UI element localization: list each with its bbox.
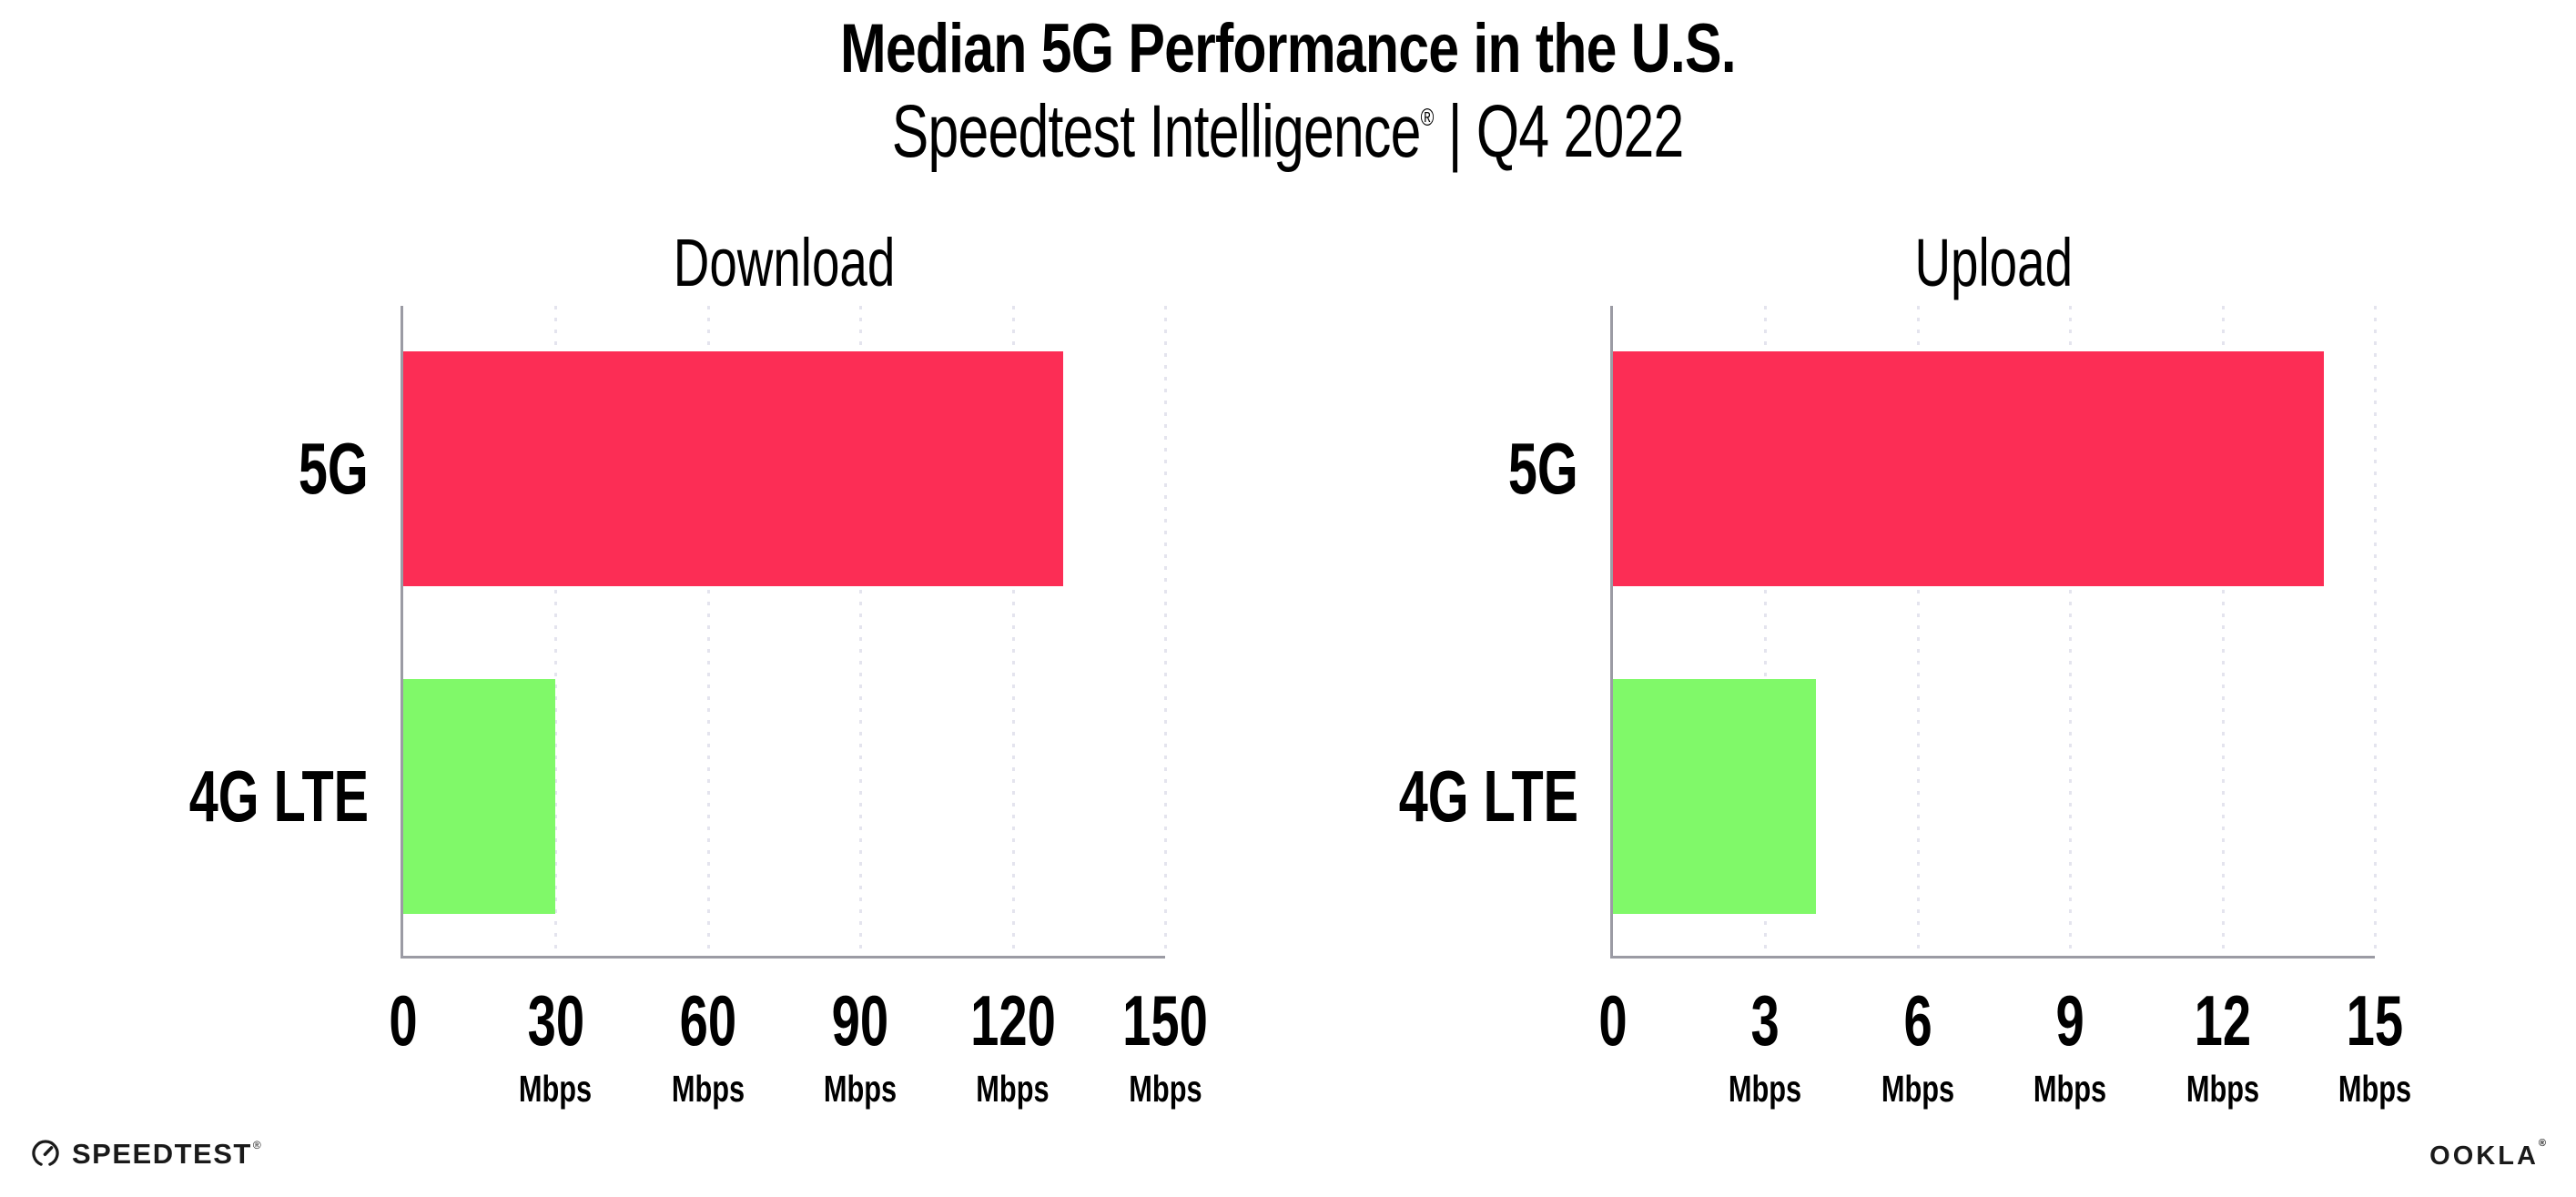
x-tick-120: 120 Mbps	[954, 985, 1072, 1108]
x-tick-9: 9 Mbps	[2022, 985, 2119, 1108]
gridline-9	[2069, 306, 2073, 956]
x-tick-value: 15	[2346, 980, 2404, 1060]
registered-mark: ®	[1420, 103, 1435, 131]
plot-area	[401, 306, 1167, 959]
gridline-120	[1011, 306, 1015, 956]
gridline-150	[1164, 306, 1167, 956]
x-tick-value: 120	[969, 980, 1056, 1060]
chart-title-text: Upload	[1914, 225, 2074, 300]
x-tick-value: 12	[2194, 980, 2251, 1060]
x-tick-unit: Mbps	[1881, 1068, 1954, 1110]
ookla-wordmark: OOKLA	[2429, 1141, 2539, 1171]
download-chart: Download 0 30 Mbps 60 Mbps 90 Mbps 120 Mbps 150 Mb…	[189, 0, 1208, 1197]
gridline-60	[706, 306, 710, 956]
subtitle-period: | Q4 2022	[1433, 90, 1684, 173]
x-tick-value: 6	[1903, 980, 1932, 1060]
x-tick-0: 0	[383, 985, 422, 1056]
speedtest-gauge-icon	[32, 1140, 59, 1166]
x-tick-unit: Mbps	[1729, 1068, 1802, 1110]
category-label-5g: 5G	[1481, 432, 1578, 505]
category-label-text: 5G	[1508, 428, 1578, 509]
x-tick-150: 150 Mbps	[1106, 985, 1224, 1108]
x-tick-value: 90	[831, 980, 889, 1060]
plot-area	[1610, 306, 2377, 959]
x-axis-ticks: 0 3 Mbps 6 Mbps 9 Mbps 12 Mbps 15 Mbps	[1598, 985, 2411, 1131]
x-tick-unit: Mbps	[976, 1068, 1050, 1110]
x-tick-0: 0	[1593, 985, 1632, 1056]
subtitle-brand: Speedtest Intelligence	[892, 90, 1422, 173]
x-tick-12: 12 Mbps	[2174, 985, 2271, 1108]
speedtest-wordmark: SPEEDTEST	[72, 1137, 252, 1170]
bar-4g-lte	[403, 679, 556, 914]
x-tick-15: 15 Mbps	[2326, 985, 2423, 1108]
gridline-30	[554, 306, 558, 956]
x-tick-unit: Mbps	[671, 1068, 745, 1110]
x-tick-value: 150	[1122, 980, 1208, 1060]
x-tick-value: 9	[2055, 980, 2084, 1060]
x-tick-value: 60	[679, 980, 737, 1060]
x-tick-6: 6 Mbps	[1869, 985, 1966, 1108]
page-subtitle: Speedtest Intelligence® | Q4 2022	[0, 90, 2576, 173]
chart-title-text: Download	[673, 225, 896, 300]
bar-5g	[403, 351, 1064, 586]
page-title: Median 5G Performance in the U.S.	[0, 11, 2576, 87]
registered-mark: ®	[252, 1139, 261, 1151]
gridline-90	[859, 306, 863, 956]
gridline-15	[2374, 306, 2377, 956]
chart-title: Download	[403, 225, 1165, 300]
x-tick-unit: Mbps	[2186, 1068, 2259, 1110]
x-axis-ticks: 0 30 Mbps 60 Mbps 90 Mbps 120 Mbps 150 Mbps	[389, 985, 1207, 1131]
x-tick-value: 30	[527, 980, 584, 1060]
category-label-4g-lte: 4G LTE	[119, 760, 369, 833]
upload-chart: Upload 0 3 Mbps 6 Mbps 9 Mbps 12 Mbps 15 Mbps 5G 4G…	[1399, 0, 2412, 1197]
x-tick-unit: Mbps	[1128, 1068, 1202, 1110]
bar-5g	[1613, 351, 2325, 586]
category-label-text: 5G	[299, 428, 369, 509]
x-tick-30: 30 Mbps	[507, 985, 604, 1108]
gridline-12	[2221, 306, 2225, 956]
category-label-4g-lte: 4G LTE	[1329, 760, 1578, 833]
gridline-3	[1764, 306, 1768, 956]
x-tick-unit: Mbps	[2338, 1068, 2412, 1110]
chart-title: Upload	[1613, 225, 2375, 300]
category-label-text: 4G LTE	[1398, 756, 1578, 837]
ookla-logo: OOKLA®	[2429, 1139, 2549, 1171]
bar-4g-lte	[1613, 679, 1817, 914]
x-tick-unit: Mbps	[824, 1068, 898, 1110]
x-tick-unit: Mbps	[2033, 1068, 2107, 1110]
x-tick-60: 60 Mbps	[659, 985, 756, 1108]
speedtest-logo: SPEEDTEST ®	[30, 1137, 261, 1170]
page-title-text: Median 5G Performance in the U.S.	[840, 10, 1737, 87]
gridline-6	[1916, 306, 1920, 956]
x-tick-90: 90 Mbps	[812, 985, 909, 1108]
x-tick-unit: Mbps	[519, 1068, 593, 1110]
x-tick-value: 0	[389, 980, 418, 1060]
registered-mark: ®	[2538, 1138, 2549, 1150]
x-tick-value: 0	[1598, 980, 1628, 1060]
x-tick-value: 3	[1750, 980, 1780, 1060]
x-tick-3: 3 Mbps	[1717, 985, 1814, 1108]
category-label-5g: 5G	[271, 432, 369, 505]
category-label-text: 4G LTE	[188, 756, 369, 837]
